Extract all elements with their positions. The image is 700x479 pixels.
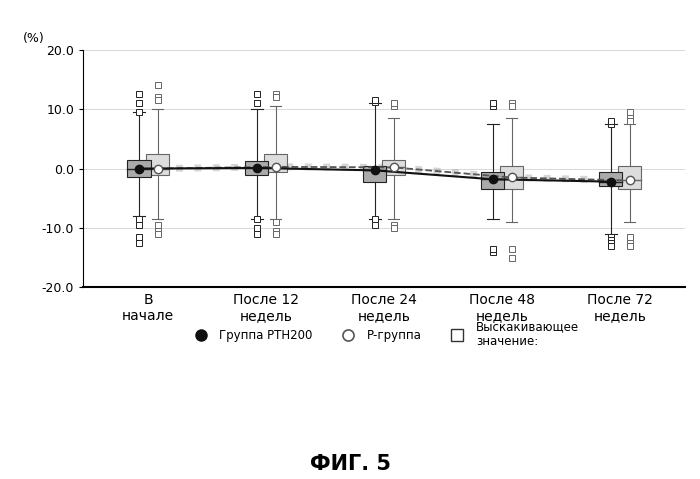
Bar	[146, 154, 169, 174]
Bar	[363, 166, 386, 182]
Bar	[617, 166, 641, 189]
Bar	[127, 160, 150, 178]
Text: (%): (%)	[23, 32, 45, 45]
Text: ФИГ. 5: ФИГ. 5	[309, 454, 391, 474]
Bar	[245, 161, 269, 174]
Bar	[264, 154, 288, 171]
Bar	[599, 171, 622, 186]
Bar	[481, 171, 505, 189]
Legend: Группа РТН200, Р-группа, Выскакивающее
значение:: Группа РТН200, Р-группа, Выскакивающее з…	[184, 315, 584, 353]
Bar	[382, 160, 405, 174]
Bar	[500, 166, 524, 189]
